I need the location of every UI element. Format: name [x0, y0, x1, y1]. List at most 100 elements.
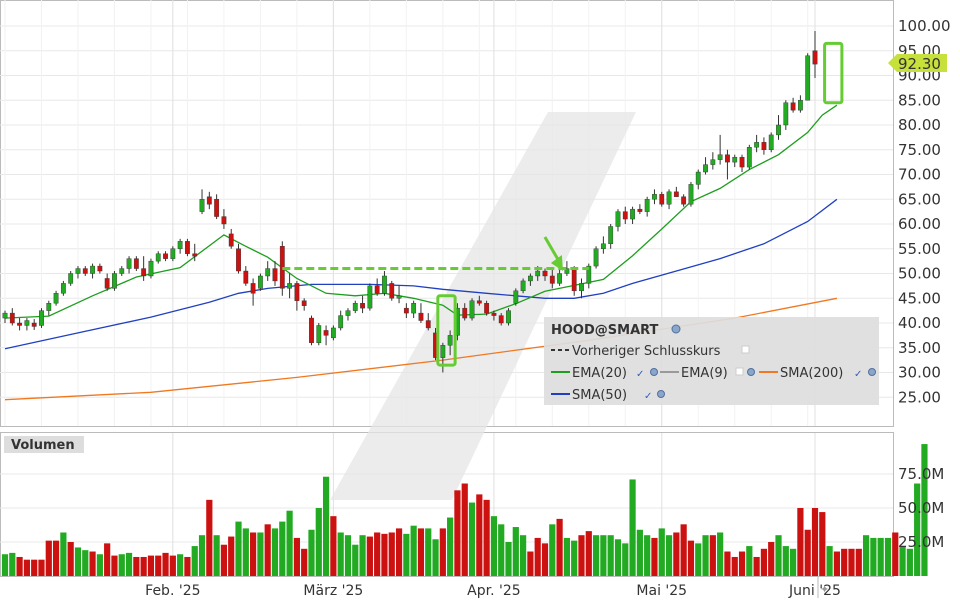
candle-body: [192, 253, 198, 257]
month-label: Mai '25: [636, 583, 687, 599]
candle-body: [294, 283, 300, 301]
volume-title-box: Volumen: [4, 436, 84, 453]
candle-body: [600, 243, 606, 249]
volume-bar: [636, 529, 643, 576]
volume-bar: [622, 543, 629, 576]
candle-body: [199, 199, 205, 212]
candle-body: [360, 303, 365, 309]
legend-checkbox-ema9[interactable]: [735, 367, 744, 376]
candle-body: [542, 270, 548, 277]
legend-title-gear-icon[interactable]: [671, 324, 681, 334]
volume-bar: [140, 556, 147, 576]
volume-bar: [235, 521, 242, 576]
legend-gear-ema9-icon[interactable]: [747, 368, 755, 376]
candle-body: [790, 102, 796, 111]
volume-bar: [782, 546, 789, 576]
candle-body: [250, 283, 256, 294]
volume-bar: [563, 537, 570, 576]
candle-body: [367, 285, 373, 309]
candle-body: [418, 312, 424, 321]
candle-body: [301, 300, 307, 306]
volume-bar: [23, 559, 30, 576]
volume-bar: [52, 540, 60, 576]
volume-bar: [16, 556, 23, 576]
legend-gear-ema20-icon[interactable]: [650, 368, 658, 376]
axis-layer: 25.00 30.00 35.00 40.00 45.00 50.00 55.00 60.00…: [145, 17, 950, 599]
volume-bar: [374, 532, 381, 576]
breakout-arrow: [543, 236, 561, 262]
candle-body: [236, 248, 241, 272]
candle-body: [60, 283, 66, 294]
volume-bar: [768, 542, 775, 576]
volume-bar: [366, 536, 373, 576]
candle-body: [352, 303, 358, 311]
volume-bar: [644, 535, 651, 576]
candle-body: [243, 270, 249, 284]
volume-bar: [359, 535, 366, 576]
candle-body: [316, 325, 322, 344]
candle-body: [586, 265, 592, 284]
month-label: Feb. '25: [145, 583, 200, 599]
candle-body: [228, 233, 234, 247]
volume-bar: [89, 551, 96, 576]
volume-bar: [833, 551, 840, 576]
candle-body: [681, 196, 687, 205]
volume-bar: [147, 555, 155, 576]
volume-tick-label: 50.0M: [898, 499, 944, 517]
volume-bar: [454, 490, 461, 576]
candle-body: [287, 283, 292, 289]
volume-bar: [826, 546, 833, 576]
candle-body: [382, 275, 387, 294]
candle-body: [440, 345, 446, 358]
candle-body: [535, 270, 541, 277]
price-tick-label: 70.00: [898, 166, 941, 184]
month-label: März '25: [303, 583, 363, 599]
candle-body: [17, 322, 22, 326]
volume-bar: [213, 535, 220, 576]
candle-body: [484, 303, 490, 314]
volume-bar: [250, 532, 257, 576]
candle-body: [338, 315, 344, 329]
volume-bar: [760, 548, 768, 576]
volume-bar: [527, 551, 534, 576]
candle-body: [608, 226, 614, 245]
volume-bar: [819, 512, 826, 576]
legend-check-ema20-icon[interactable]: ✓: [636, 369, 644, 380]
volume-bar: [483, 499, 490, 576]
volume-bar: [811, 508, 819, 576]
legend-checkbox-prev-close[interactable]: [741, 345, 750, 354]
volume-bar: [921, 444, 928, 576]
volume-bar: [651, 537, 658, 576]
scroll-marker-icon[interactable]: ✦: [820, 583, 829, 596]
volume-bar: [388, 532, 395, 576]
volume-bar: [687, 540, 695, 576]
volume-bar: [790, 548, 797, 576]
volume-bar: [862, 535, 870, 576]
candle-layer: [2, 30, 818, 373]
candle-body: [24, 320, 30, 326]
legend-label-sma50: SMA(50): [572, 388, 627, 403]
volume-bar: [308, 529, 315, 576]
candle-body: [82, 268, 88, 274]
volume-bar: [585, 531, 592, 576]
candle-body: [520, 280, 526, 292]
legend-check-sma200-icon[interactable]: ✓: [854, 369, 862, 380]
volume-bar: [410, 525, 417, 576]
legend-gear-sma200-icon[interactable]: [868, 368, 876, 376]
volume-bar: [381, 533, 388, 576]
candle-body: [389, 283, 395, 299]
volume-bar: [490, 516, 498, 576]
volume-bar: [512, 527, 519, 576]
legend-label-ema9: EMA(9): [681, 366, 728, 381]
legend-gear-sma50-icon[interactable]: [657, 390, 665, 398]
volume-bar: [600, 535, 607, 576]
svg-text:✦: ✦: [820, 583, 829, 596]
volume-bar: [476, 494, 483, 576]
volume-bar: [125, 552, 133, 576]
legend-check-sma50-icon[interactable]: ✓: [644, 391, 652, 402]
volume-bar: [738, 551, 746, 576]
volume-bar: [855, 548, 862, 576]
candle-body: [593, 248, 599, 267]
candle-body: [768, 134, 774, 150]
